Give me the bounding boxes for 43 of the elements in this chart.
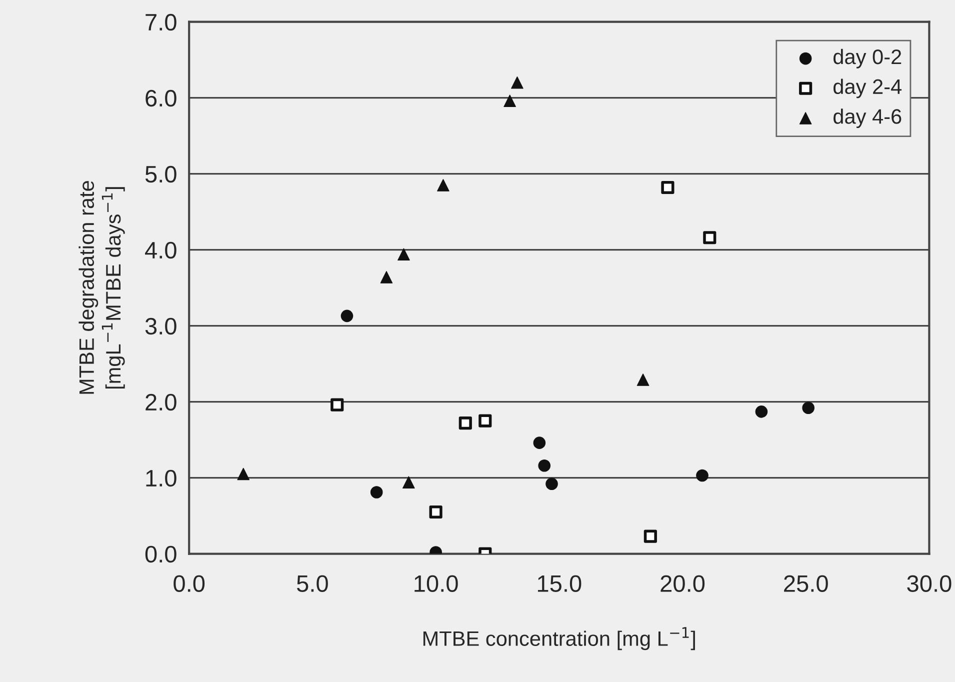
point <box>370 486 383 498</box>
x-tick-label: 30.0 <box>907 575 952 592</box>
point <box>696 469 708 482</box>
point <box>661 180 674 194</box>
y-tick-label: 2.0 <box>146 394 176 411</box>
point <box>398 248 410 261</box>
point <box>330 398 344 412</box>
point <box>340 310 354 322</box>
point <box>429 505 442 519</box>
y-tick-label: 0.0 <box>145 546 176 563</box>
x-tick-label: 0.0 <box>174 575 205 592</box>
point <box>636 374 650 386</box>
x-tick-label: 20.0 <box>660 575 705 592</box>
y-tick-label: 5.0 <box>145 166 176 183</box>
point <box>504 94 516 108</box>
y-axis-title: MTBE degradation rate [mgL$^{−1}$MTBE days$^{−1}$] <box>78 181 125 394</box>
point <box>802 402 814 414</box>
legend-label: day 2-4 <box>834 78 902 98</box>
point <box>538 459 551 472</box>
point <box>237 468 250 480</box>
point <box>511 76 524 89</box>
point <box>458 416 472 430</box>
x-tick-label: 10.0 <box>414 575 458 592</box>
point <box>546 478 558 490</box>
legend-label: day 4-6 <box>834 108 902 128</box>
legend-label: day 0-2 <box>834 48 902 68</box>
point <box>755 406 768 418</box>
y-tick-label: 3.0 <box>145 318 176 335</box>
x-tick-label: 15.0 <box>538 575 582 592</box>
y-tick-label: 7.0 <box>146 14 176 31</box>
x-tick-label: 5.0 <box>296 575 328 592</box>
y-tick-label: 4.0 <box>145 242 176 259</box>
point <box>437 179 450 192</box>
x-tick-label: 25.0 <box>784 575 828 592</box>
y-tick-label: 1.0 <box>146 470 176 487</box>
point <box>402 476 415 489</box>
point <box>478 414 492 428</box>
point <box>533 436 546 449</box>
point <box>703 231 716 244</box>
y-tick-label: 6.0 <box>146 90 176 107</box>
point <box>380 271 393 284</box>
x-axis-title: MTBE concentration [mg L$^{−1}$] <box>423 627 695 650</box>
point <box>644 530 657 543</box>
